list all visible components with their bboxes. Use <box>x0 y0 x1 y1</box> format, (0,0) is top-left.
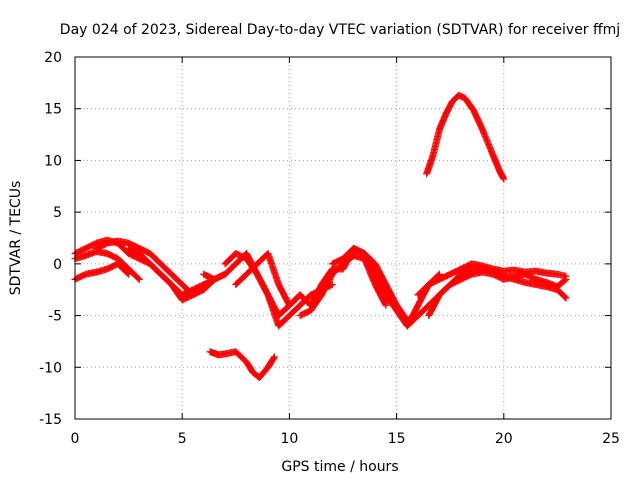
y-tick-label: 5 <box>53 205 62 221</box>
x-tick-label: 25 <box>602 431 620 447</box>
series-arc-n <box>425 268 570 320</box>
y-tick-label: 0 <box>53 257 62 273</box>
series-markers <box>414 260 570 299</box>
x-axis-label: GPS time / hours <box>281 459 398 475</box>
series-arc-m <box>414 260 570 299</box>
series-arc-d <box>92 237 218 299</box>
series-arc-o <box>206 348 278 382</box>
series-markers <box>92 237 218 299</box>
series-markers <box>423 91 508 183</box>
y-tick-label: -15 <box>39 412 62 428</box>
y-tick-label: 10 <box>44 153 62 169</box>
x-tick-label: 10 <box>280 431 298 447</box>
series-arc-p <box>423 91 508 183</box>
plot-frame <box>74 56 612 420</box>
x-tick-label: 5 <box>178 431 187 447</box>
chart-title: Day 024 of 2023, Sidereal Day-to-day VTE… <box>60 22 620 38</box>
axis-ticks: 0 5 10 15 20 25 -15 -10 -5 0 5 10 15 20 <box>39 50 620 447</box>
x-tick-label: 15 <box>388 431 406 447</box>
series-markers <box>425 268 570 320</box>
y-tick-label: -10 <box>39 360 62 376</box>
y-tick-label: 15 <box>44 102 62 118</box>
y-tick-label: 20 <box>44 50 62 66</box>
x-tick-label: 0 <box>71 431 80 447</box>
y-tick-label: -5 <box>48 309 62 325</box>
y-axis-label: SDTVAR / TECUs <box>8 181 24 296</box>
series-markers <box>206 348 278 382</box>
x-tick-label: 20 <box>495 431 513 447</box>
